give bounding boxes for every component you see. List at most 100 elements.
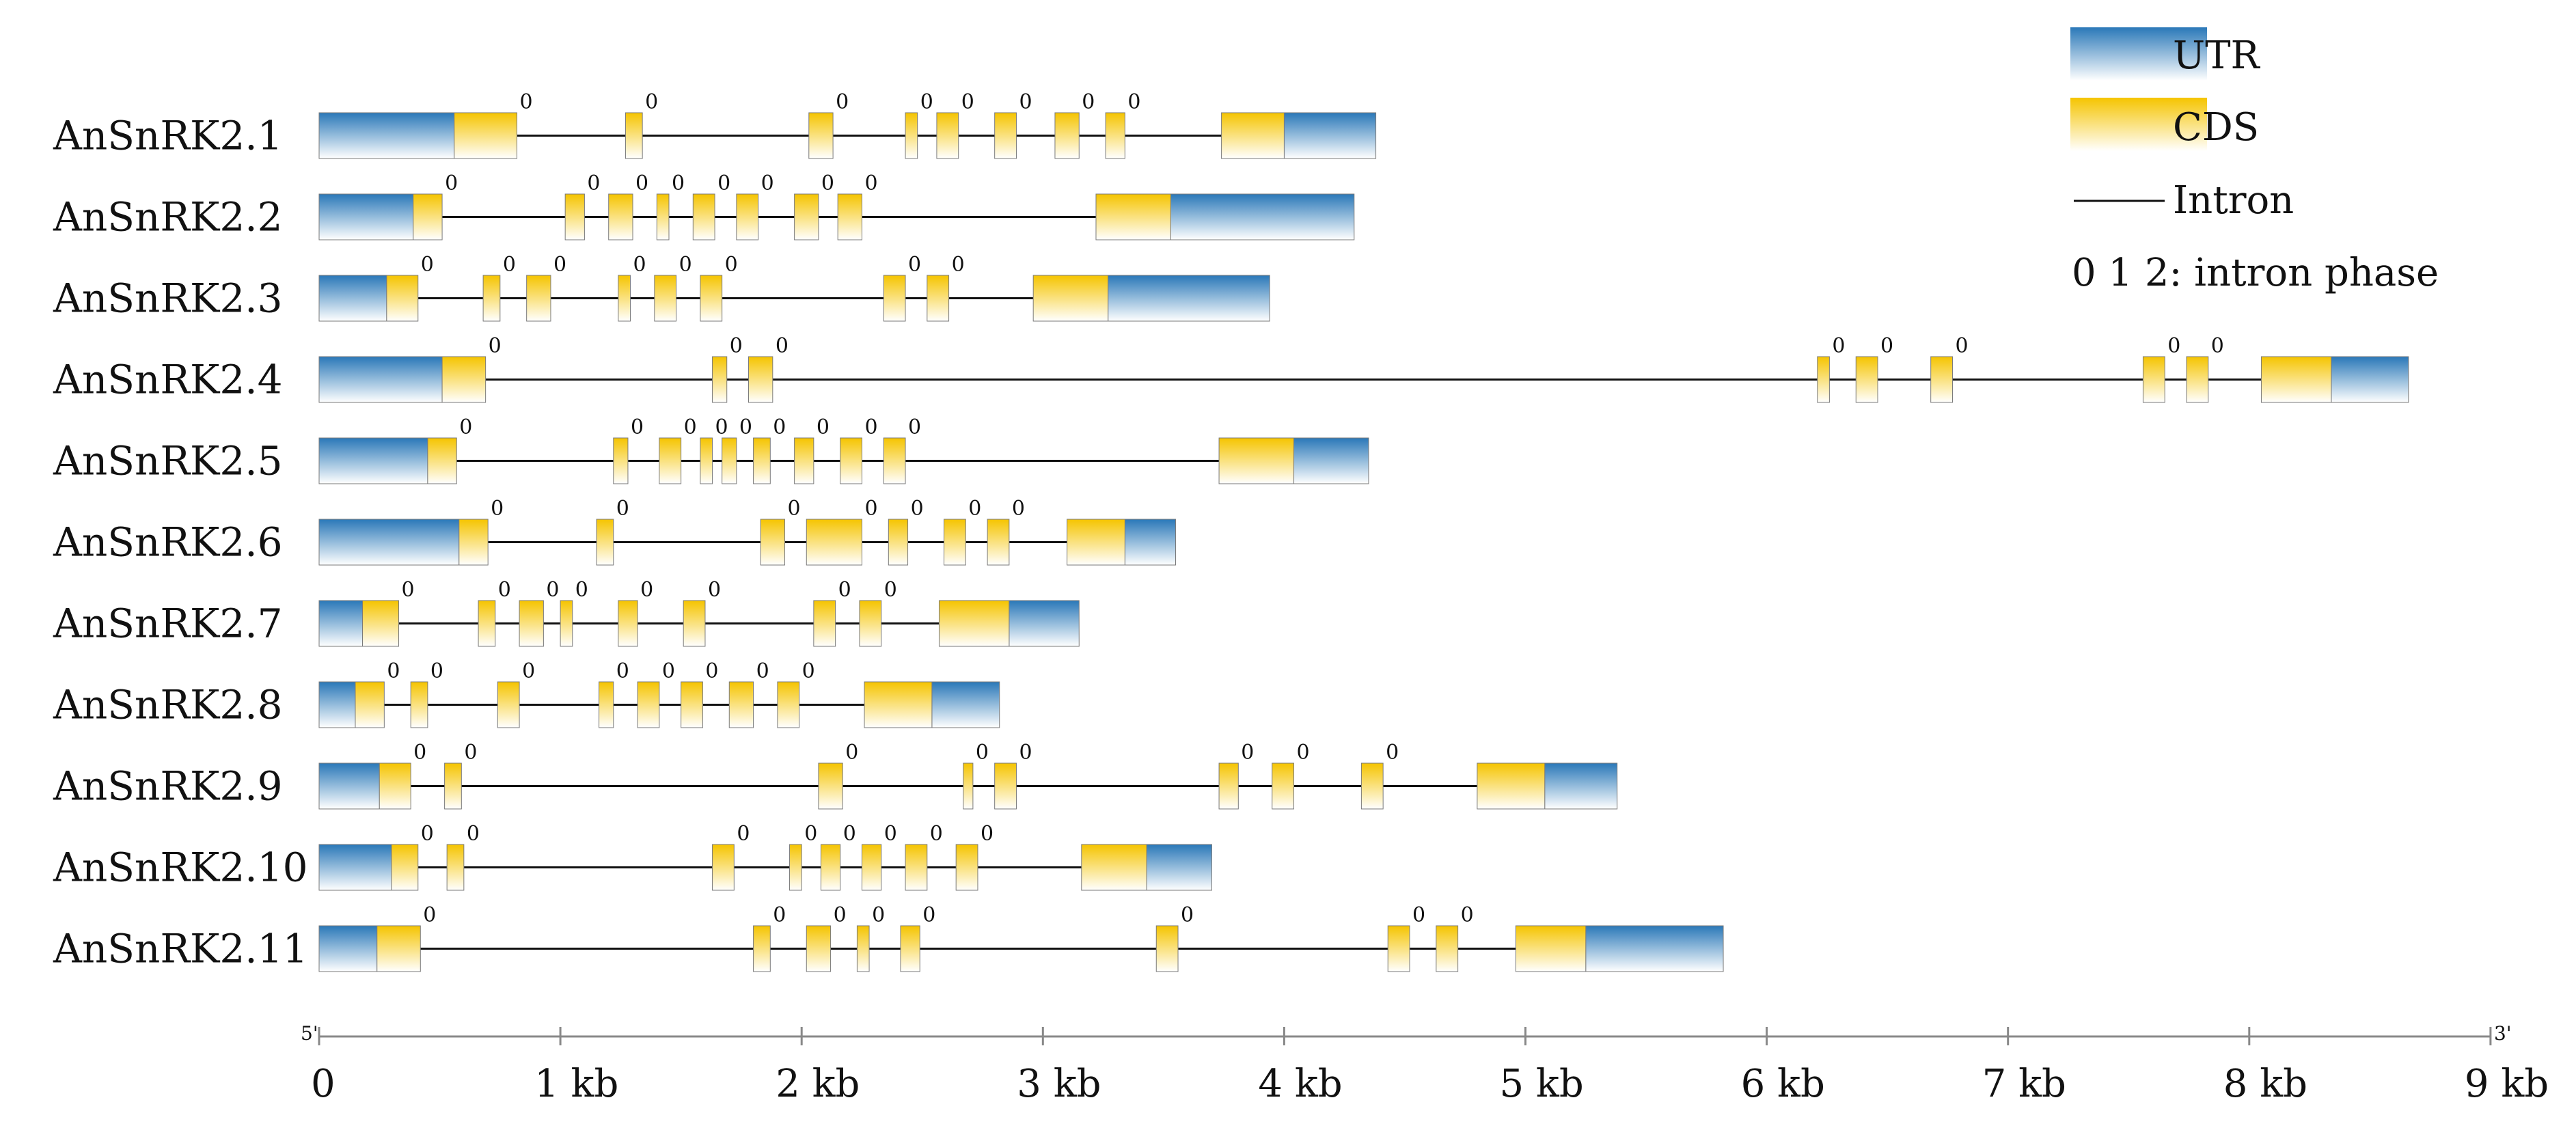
- cds-segment: [376, 925, 421, 972]
- intron-phase-label: 0: [1082, 90, 1095, 114]
- cds-segment: [700, 437, 713, 484]
- intron-phase-label: 0: [672, 171, 685, 195]
- intron-phase-label: 0: [705, 659, 718, 683]
- cds-segment: [413, 193, 443, 240]
- intron-phase-label: 0: [843, 822, 856, 846]
- intron-phase-label: 0: [961, 90, 974, 114]
- gene-row: AnSnRK2.10 0 0 0 0 0 0 0 0: [53, 822, 1212, 891]
- intron-phase-label: 0: [1832, 334, 1845, 358]
- legend-utr-swatch: [2070, 27, 2207, 81]
- intron-phase-label: 0: [423, 903, 436, 927]
- gene-row: AnSnRK2.1 0 0 0 0 0 0 0 0: [53, 90, 1377, 159]
- intron-phase-label: 0: [387, 659, 400, 683]
- utr-segment: [318, 681, 356, 728]
- cds-segment: [1221, 112, 1285, 159]
- utr-segment: [1283, 112, 1377, 159]
- gene-row: AnSnRK2.6 0 0 0 0 0 0 0: [53, 497, 1177, 566]
- intron-phase-label: 0: [804, 822, 817, 846]
- intron-phase-label: 0: [546, 578, 559, 602]
- intron-phase-label: 0: [645, 90, 658, 114]
- cds-segment: [683, 600, 706, 647]
- legend-utr: UTR: [2070, 27, 2261, 81]
- intron-phase-label: 0: [911, 497, 924, 521]
- gene-label: AnSnRK2.2: [53, 194, 283, 240]
- legend-phase-label: 0 1 2: intron phase: [2072, 251, 2439, 295]
- intron-phase-label: 0: [761, 171, 774, 195]
- cds-segment: [608, 193, 633, 240]
- cds-segment: [861, 844, 882, 891]
- intron-phase-label: 0: [679, 253, 692, 277]
- axis-end-label: 3': [2494, 1022, 2512, 1045]
- cds-segment: [808, 112, 834, 159]
- intron-phase-label: 0: [2167, 334, 2180, 358]
- cds-segment: [944, 519, 966, 566]
- utr-segment: [318, 600, 364, 647]
- gene-row: AnSnRK2.70 0 0 0 0 0 0 0: [53, 578, 1080, 647]
- utr-segment: [318, 112, 455, 159]
- gene-label: AnSnRK2.10: [53, 844, 307, 891]
- utr-segment: [318, 275, 387, 322]
- utr-segment: [1544, 762, 1618, 810]
- intron-phase-label: 0: [836, 90, 849, 114]
- intron-phase-label: 0: [631, 415, 644, 439]
- cds-segment: [1817, 356, 1830, 403]
- cds-segment: [596, 519, 614, 566]
- cds-segment: [963, 762, 974, 810]
- cds-segment: [692, 193, 715, 240]
- cds-segment: [659, 437, 682, 484]
- gene-row: AnSnRK2.8 0 0 0 0 0 0 0 0: [53, 659, 1000, 728]
- cds-segment: [362, 600, 400, 647]
- gene-label: AnSnRK2.9: [53, 763, 283, 810]
- cds-segment: [681, 681, 703, 728]
- intron-phase-label: 0: [2211, 334, 2224, 358]
- cds-segment: [856, 925, 870, 972]
- legend-cds-label: CDS: [2173, 105, 2259, 150]
- utr-segment: [318, 925, 378, 972]
- legend-cds: CDS: [2070, 98, 2259, 151]
- intron-phase-label: 0: [575, 578, 588, 602]
- intron-phase-label: 0: [1012, 497, 1025, 521]
- cds-segment: [1436, 925, 1459, 972]
- intron-phase-label: 0: [489, 334, 502, 358]
- intron-phase-label: 0: [1412, 903, 1425, 927]
- cds-segment: [564, 193, 585, 240]
- axis-tick-label: 5 kb: [1500, 1062, 1584, 1106]
- cds-segment: [700, 275, 723, 322]
- axis-tick-label: 9 kb: [2465, 1062, 2549, 1106]
- intron-phase-label: 0: [413, 741, 426, 765]
- intron-phase-label: 0: [737, 822, 750, 846]
- intron-phase-label: 0: [773, 903, 786, 927]
- cds-segment: [900, 925, 920, 972]
- utr-segment: [318, 762, 380, 810]
- cds-segment: [760, 519, 785, 566]
- cds-segment: [618, 600, 638, 647]
- cds-segment: [1218, 762, 1239, 810]
- gene-label: AnSnRK2.7: [53, 601, 283, 647]
- intron-phase-label: 0: [1880, 334, 1893, 358]
- cds-segment: [748, 356, 773, 403]
- intron-phase-label: 0: [1127, 90, 1140, 114]
- intron-phase-label: 0: [1386, 741, 1399, 765]
- intron-phase-label: 0: [491, 497, 504, 521]
- legend-utr-label: UTR: [2173, 33, 2261, 78]
- intron-phase-label: 0: [503, 253, 516, 277]
- utr-segment: [2331, 356, 2409, 403]
- gene-label: AnSnRK2.6: [53, 519, 283, 566]
- cds-segment: [1360, 762, 1384, 810]
- cds-segment: [955, 844, 978, 891]
- intron-phase-label: 0: [464, 741, 477, 765]
- intron-phase-label: 0: [1019, 90, 1032, 114]
- intron-phase-label: 0: [1241, 741, 1254, 765]
- intron-phase-label: 0: [787, 497, 800, 521]
- cds-segment: [712, 356, 728, 403]
- cds-segment: [379, 762, 411, 810]
- cds-segment: [794, 437, 814, 484]
- cds-segment: [2260, 356, 2332, 403]
- utr-segment: [1009, 600, 1080, 647]
- cds-segment: [789, 844, 802, 891]
- cds-segment: [859, 600, 882, 647]
- gene-label: AnSnRK2.4: [53, 357, 283, 403]
- cds-segment: [794, 193, 819, 240]
